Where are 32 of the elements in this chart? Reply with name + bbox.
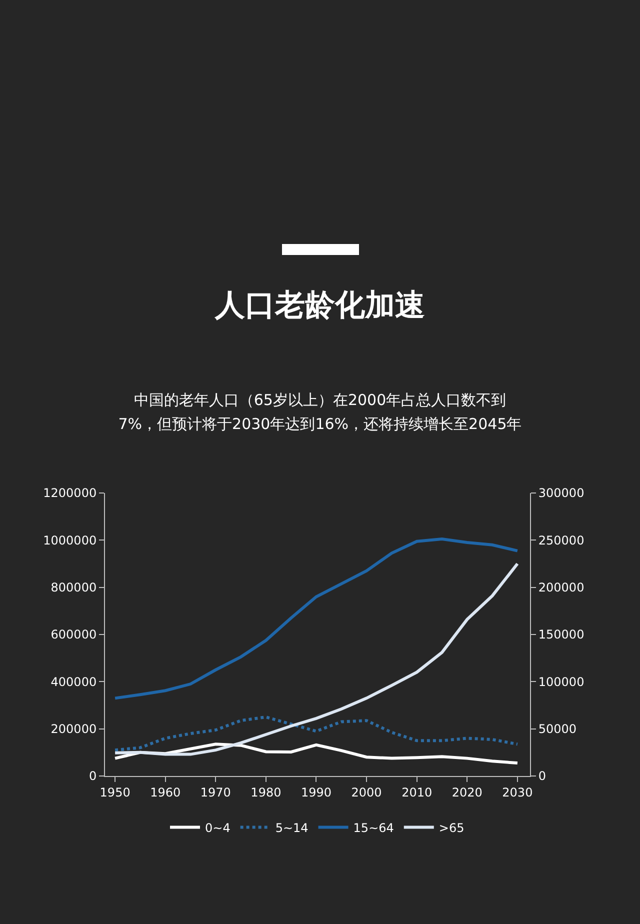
legend-label: 5~14 [275, 820, 308, 835]
y-tick-label: 200000 [50, 722, 97, 736]
y-tick-label: 800000 [50, 580, 97, 595]
y2-tick-label: 250000 [538, 533, 584, 548]
y2-tick-label: 200000 [538, 580, 584, 595]
chart-title: 人口老龄化加速 [214, 287, 426, 325]
y-tick-label: 400000 [50, 674, 97, 689]
y2-tick-label: 150000 [538, 628, 584, 642]
y2-tick-label: 0 [538, 769, 546, 784]
x-tick-label: 1990 [300, 785, 332, 800]
x-tick-label: 1980 [250, 785, 282, 800]
x-tick-label: 2030 [502, 785, 533, 800]
x-tick-label: 1960 [150, 785, 181, 800]
legend-label: 0~4 [205, 820, 230, 835]
x-tick-label: 2010 [402, 785, 432, 800]
x-tick-label: 1950 [100, 785, 130, 800]
y2-tick-label: 50000 [538, 722, 577, 736]
line-series [114, 716, 519, 752]
x-tick-label: 2020 [452, 785, 482, 800]
y2-tick-label: 100000 [538, 674, 584, 689]
x-tick-label: 2000 [351, 785, 382, 800]
line-series [114, 537, 519, 700]
legend-label: 15~64 [353, 820, 394, 835]
chart-subtitle: 中国的老年人口（65岁以上）在2000年占总人口数不到7%，但预计将于2030年达到16%，还将持续增长至2045年 [117, 390, 523, 435]
line-series [114, 562, 519, 756]
x-tick-label: 1970 [200, 785, 231, 800]
y-tick-label: 1000000 [43, 533, 97, 548]
y-tick-label: 0 [88, 769, 97, 784]
y-tick-label: 600000 [50, 628, 97, 642]
y-tick-label: 1200000 [43, 486, 97, 500]
legend-label: >65 [438, 820, 464, 835]
y2-tick-label: 300000 [538, 486, 584, 500]
